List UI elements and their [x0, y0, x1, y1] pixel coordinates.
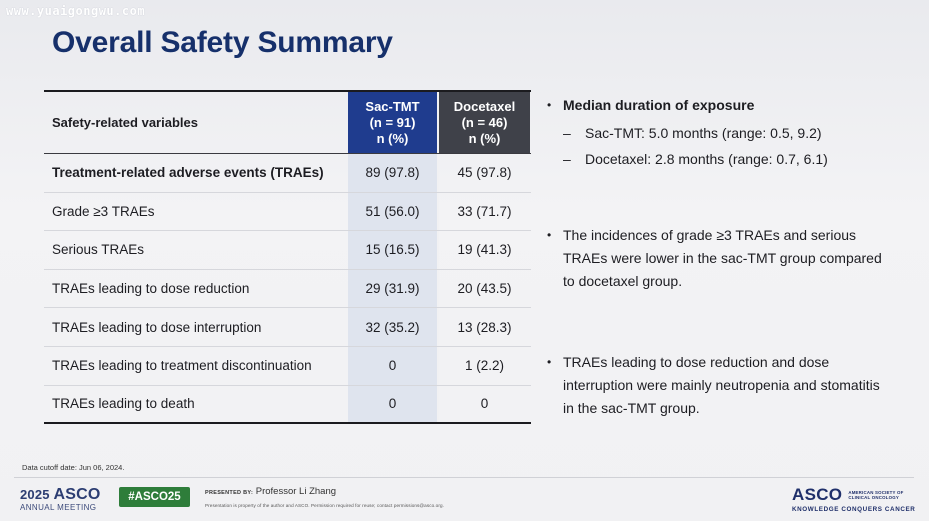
row-label: TRAEs leading to dose reduction: [44, 270, 348, 308]
asco-tagline: KNOWLEDGE CONQUERS CANCER: [792, 506, 915, 513]
bullet-line: to docetaxel group.: [547, 270, 882, 293]
row-sac-value: 51 (56.0): [348, 193, 439, 231]
asco-logo-word: ASCO: [792, 485, 842, 505]
presenter-name: Professor Li Zhang: [256, 486, 336, 497]
sub-bullet-text: Docetaxel: 2.8 months (range: 0.7, 6.1): [585, 151, 828, 167]
row-doc-value: 0: [439, 386, 530, 423]
row-sac-value: 32 (35.2): [348, 308, 439, 346]
bullet-dose-reduction: • TRAEs leading to dose reduction and do…: [547, 351, 880, 420]
meeting-year: 2025: [20, 487, 50, 502]
meeting-sub: ANNUAL MEETING: [20, 503, 101, 512]
table-row: TRAEs leading to death 0 0: [44, 386, 531, 425]
presented-by-label: PRESENTED BY:: [205, 490, 253, 496]
table-row: TRAEs leading to dose interruption 32 (3…: [44, 308, 531, 347]
meeting-brand: ASCO: [54, 486, 101, 503]
annual-meeting-logo: 2025 ASCO ANNUAL MEETING: [20, 486, 101, 512]
bullet-text: Median duration of exposure: [547, 94, 828, 117]
header-doc-name: Docetaxel: [454, 99, 515, 115]
presenter-block: PRESENTED BY: Professor Li Zhang Present…: [205, 486, 444, 508]
bullet-dot-icon: •: [547, 351, 551, 374]
row-label: TRAEs leading to dose interruption: [44, 308, 348, 346]
row-doc-value: 45 (97.8): [439, 154, 530, 192]
bullet-dot-icon: •: [547, 224, 551, 247]
row-doc-value: 19 (41.3): [439, 231, 530, 269]
row-doc-value: 1 (2.2): [439, 347, 530, 385]
slide-title: Overall Safety Summary: [52, 26, 393, 60]
row-label: TRAEs leading to death: [44, 386, 348, 423]
row-label: TRAEs leading to treatment discontinuati…: [44, 347, 348, 385]
row-sac-value: 15 (16.5): [348, 231, 439, 269]
sub-bullet: – Sac-TMT: 5.0 months (range: 0.5, 9.2): [547, 122, 828, 145]
header-sac-unit: n (%): [377, 131, 409, 147]
header-variable-label: Safety-related variables: [44, 92, 348, 153]
hashtag-badge: #ASCO25: [119, 487, 190, 507]
row-doc-value: 33 (71.7): [439, 193, 530, 231]
dash-icon: –: [563, 148, 571, 171]
watermark: www.yuaigongwu.com: [6, 4, 145, 18]
header-sac-name: Sac-TMT: [365, 99, 419, 115]
dash-icon: –: [563, 122, 571, 145]
table-row: Grade ≥3 TRAEs 51 (56.0) 33 (71.7): [44, 193, 531, 232]
table-header: Safety-related variables Sac-TMT (n = 91…: [44, 92, 531, 154]
footer-divider: [14, 477, 914, 478]
row-doc-value: 13 (28.3): [439, 308, 530, 346]
row-sac-value: 0: [348, 347, 439, 385]
row-sac-value: 89 (97.8): [348, 154, 439, 192]
sub-bullet: – Docetaxel: 2.8 months (range: 0.7, 6.1…: [547, 148, 828, 171]
permission-note: Presentation is property of the author a…: [205, 503, 444, 508]
row-label: Grade ≥3 TRAEs: [44, 193, 348, 231]
sub-bullet-text: Sac-TMT: 5.0 months (range: 0.5, 9.2): [585, 125, 822, 141]
bullet-line: TRAEs were lower in the sac-TMT group co…: [547, 247, 882, 270]
data-cutoff-note: Data cutoff date: Jun 06, 2024.: [22, 463, 124, 472]
bullet-exposure: • Median duration of exposure – Sac-TMT:…: [547, 94, 828, 171]
header-sac-tmt: Sac-TMT (n = 91) n (%): [348, 92, 439, 153]
table-row: Treatment-related adverse events (TRAEs)…: [44, 154, 531, 193]
safety-table: Safety-related variables Sac-TMT (n = 91…: [44, 90, 531, 424]
header-doc-n: (n = 46): [462, 115, 508, 131]
table-row: TRAEs leading to treatment discontinuati…: [44, 347, 531, 386]
bullet-incidence: • The incidences of grade ≥3 TRAEs and s…: [547, 224, 882, 293]
bullet-dot-icon: •: [547, 94, 551, 117]
row-label: Serious TRAEs: [44, 231, 348, 269]
row-doc-value: 20 (43.5): [439, 270, 530, 308]
asco-logo: ASCO AMERICAN SOCIETY OF CLINICAL ONCOLO…: [792, 485, 915, 513]
bullet-line: TRAEs leading to dose reduction and dose: [547, 351, 880, 374]
bullet-line: interruption were mainly neutropenia and…: [547, 374, 880, 397]
asco-society-line2: CLINICAL ONCOLOGY: [848, 495, 903, 500]
table-row: Serious TRAEs 15 (16.5) 19 (41.3): [44, 231, 531, 270]
row-sac-value: 0: [348, 386, 439, 423]
row-label: Treatment-related adverse events (TRAEs): [44, 154, 348, 192]
row-sac-value: 29 (31.9): [348, 270, 439, 308]
bullet-line: The incidences of grade ≥3 TRAEs and ser…: [547, 224, 882, 247]
header-docetaxel: Docetaxel (n = 46) n (%): [439, 92, 530, 153]
header-sac-n: (n = 91): [370, 115, 416, 131]
table-row: TRAEs leading to dose reduction 29 (31.9…: [44, 270, 531, 309]
header-doc-unit: n (%): [469, 131, 501, 147]
bullet-line: in the sac-TMT group.: [547, 397, 880, 420]
